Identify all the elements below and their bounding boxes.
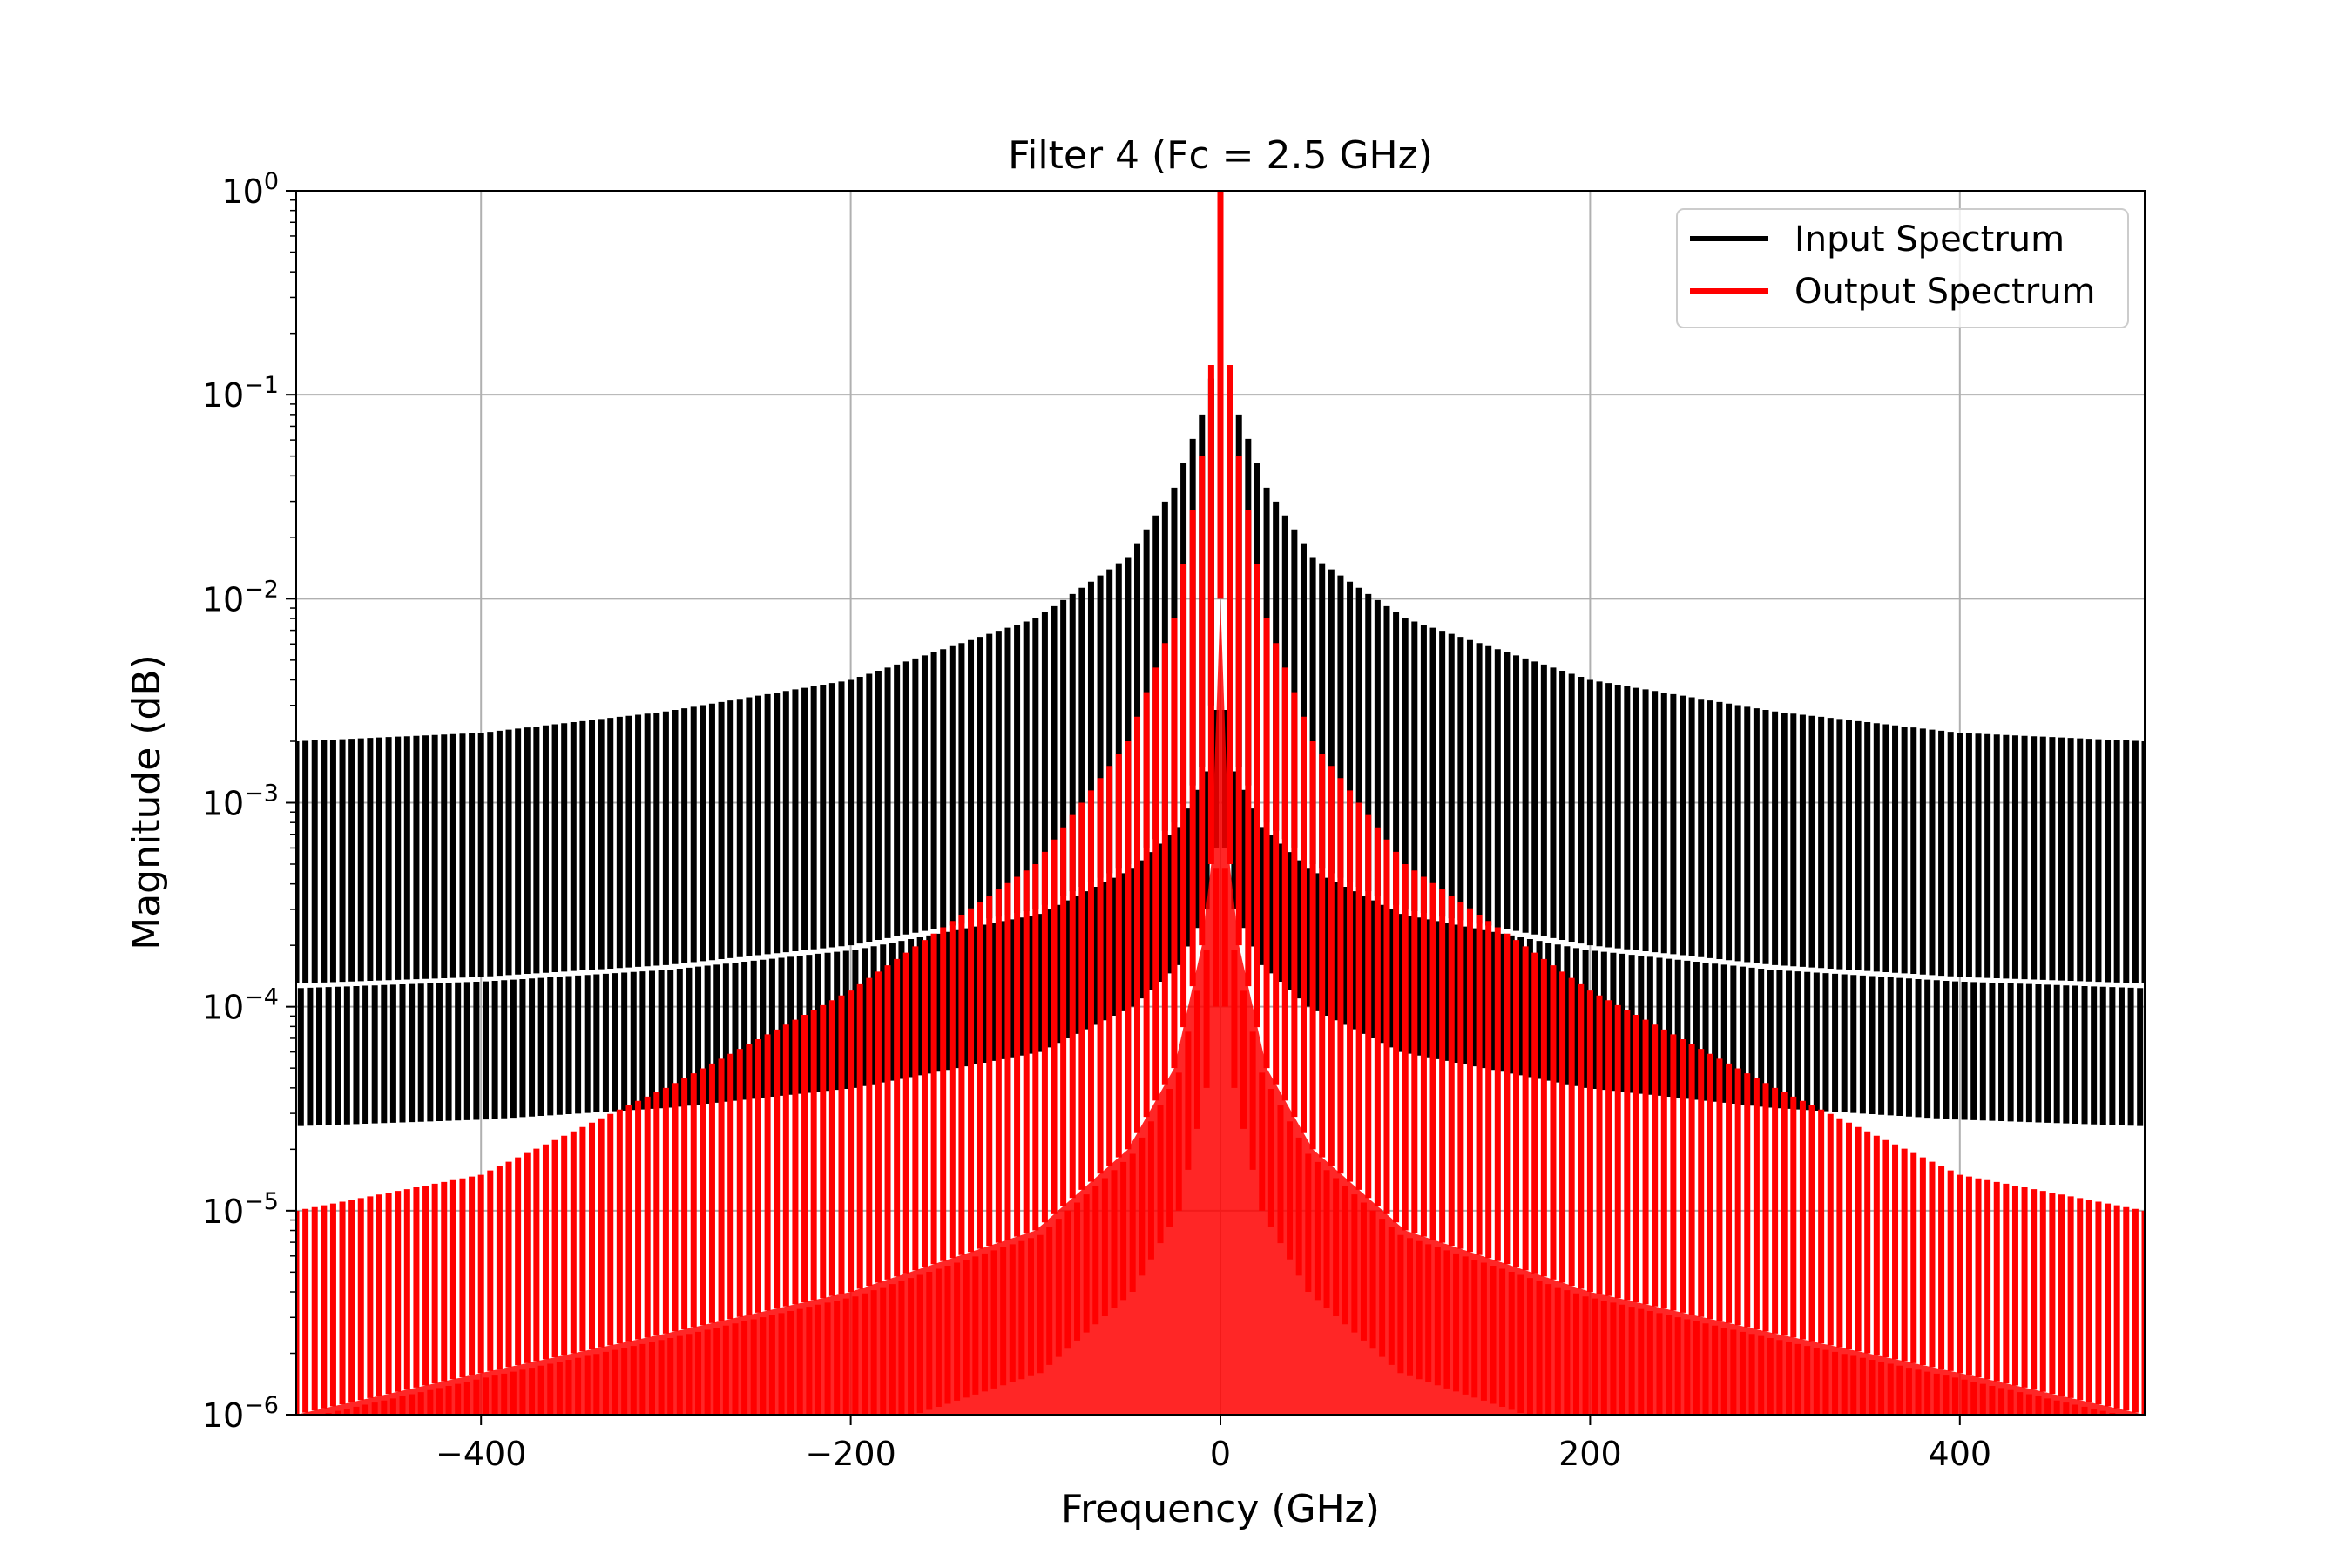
legend: Input Spectrum Output Spectrum [1676, 208, 2129, 328]
series-output [296, 191, 2145, 1415]
x-axis-label: Frequency (GHz) [1061, 1487, 1380, 1531]
y-tick-label-6: 100 [221, 168, 279, 211]
series-input [296, 324, 2145, 1126]
legend-label-input: Input Spectrum [1794, 220, 2065, 260]
x-axis: −400 −200 0 200 400 [436, 1415, 1991, 1473]
y-axis-label: Magnitude (dB) [125, 654, 169, 950]
y-tick-label-2: 10−4 [202, 984, 279, 1027]
x-tick-label-1: −200 [805, 1435, 896, 1473]
y-tick-label-0: 10−6 [202, 1392, 279, 1435]
series-path-0 [296, 324, 2145, 1126]
minor-ticks [290, 199, 296, 1355]
x-tick-label-4: 400 [1929, 1435, 1992, 1473]
y-tick-label-1: 10−5 [202, 1188, 279, 1231]
x-tick-label-0: −400 [436, 1435, 526, 1473]
legend-box [1676, 208, 2129, 328]
series-layer [296, 191, 2145, 1415]
y-axis: 10−6 10−5 10−4 10−3 10−2 10−1 100 [202, 168, 296, 1435]
y-tick-label-5: 10−1 [202, 372, 279, 415]
chart-title: Filter 4 (Fc = 2.5 GHz) [1008, 133, 1433, 178]
legend-label-output: Output Spectrum [1794, 272, 2096, 312]
x-tick-label-2: 0 [1210, 1435, 1231, 1473]
y-tick-label-4: 10−2 [202, 576, 279, 618]
series-band-1 [296, 598, 2145, 1415]
x-tick-label-3: 200 [1558, 1435, 1622, 1473]
y-tick-label-3: 10−3 [202, 781, 279, 823]
